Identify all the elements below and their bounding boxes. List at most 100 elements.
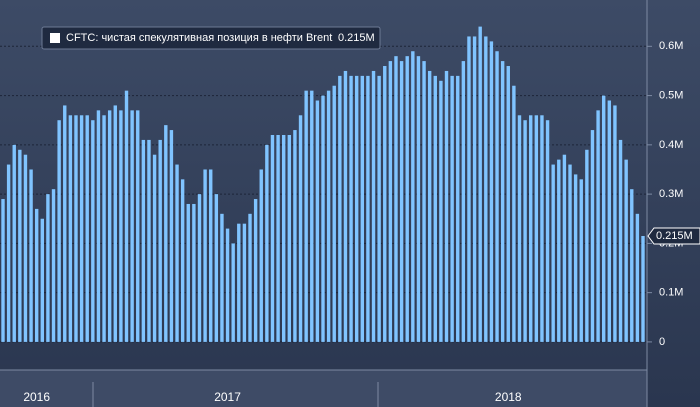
bar — [517, 115, 522, 342]
bar — [293, 130, 297, 342]
bar — [265, 144, 269, 342]
bar — [444, 70, 449, 342]
bar — [500, 61, 505, 342]
bar — [315, 100, 320, 342]
bar — [405, 56, 409, 342]
bar — [186, 203, 190, 342]
bar — [259, 169, 263, 342]
bar — [439, 80, 443, 342]
bar — [237, 223, 241, 342]
bar — [523, 120, 527, 342]
bar — [248, 213, 252, 342]
plot — [0, 26, 647, 343]
bar — [478, 26, 482, 342]
bar — [6, 164, 11, 342]
bar — [607, 100, 612, 342]
bar — [529, 115, 533, 342]
bar — [427, 70, 432, 342]
bar — [585, 149, 589, 342]
legend-swatch — [50, 33, 60, 43]
bar — [287, 134, 292, 342]
bar — [573, 174, 578, 342]
bar — [349, 75, 353, 342]
bar — [310, 90, 314, 342]
bar — [596, 110, 600, 342]
bar — [635, 213, 640, 342]
bar — [57, 120, 61, 342]
bar — [641, 235, 645, 342]
bar — [18, 149, 22, 342]
bar — [304, 90, 308, 342]
bar — [579, 179, 583, 342]
bar — [79, 115, 84, 342]
legend — [41, 26, 381, 50]
bar — [282, 134, 286, 342]
bar — [130, 110, 134, 342]
bar — [456, 75, 460, 342]
bar — [203, 169, 207, 342]
bar — [91, 120, 95, 342]
bar — [461, 61, 466, 342]
bar — [450, 75, 454, 342]
bar — [338, 75, 342, 342]
legend-label: CFTC: чистая спекулятивная позиция в неф… — [66, 32, 332, 44]
bar — [354, 75, 359, 342]
bar — [399, 61, 404, 342]
bar — [74, 115, 78, 342]
bar — [253, 199, 258, 342]
bar — [225, 228, 230, 342]
y-tick-label: 0.6M — [659, 40, 683, 52]
bar — [192, 203, 196, 342]
x-tick-label: 2017 — [214, 390, 241, 404]
bar — [158, 139, 162, 342]
y-tick-label: 0.5M — [659, 89, 683, 101]
bar — [618, 139, 623, 342]
bar — [298, 115, 303, 342]
bar — [512, 85, 516, 342]
y-tick-label: 0 — [659, 336, 665, 348]
bar — [321, 95, 325, 342]
bar — [495, 51, 499, 342]
bar — [366, 75, 370, 342]
bar — [377, 75, 381, 342]
bar — [96, 110, 101, 342]
bar — [180, 179, 185, 342]
bar — [107, 110, 112, 342]
bar — [46, 194, 50, 342]
bar — [590, 130, 595, 342]
bar — [545, 120, 550, 342]
bar — [242, 223, 247, 342]
bar — [1, 199, 5, 342]
bar — [209, 169, 213, 342]
bar — [534, 115, 539, 342]
value-tag — [647, 227, 700, 245]
y-tick-label: 0.3M — [659, 188, 683, 200]
bar — [141, 139, 146, 342]
bar — [231, 243, 235, 342]
bar — [602, 95, 606, 342]
bar — [124, 90, 129, 342]
bar — [394, 56, 398, 342]
bar — [34, 208, 39, 342]
bar — [551, 164, 555, 342]
bar — [12, 144, 16, 342]
bar — [388, 61, 393, 342]
bar — [360, 75, 364, 342]
bar — [29, 169, 33, 342]
bar — [326, 90, 331, 342]
bar — [85, 115, 89, 342]
bar — [147, 139, 151, 342]
bar — [119, 110, 123, 342]
bar — [383, 66, 387, 342]
bar — [276, 134, 280, 342]
bar — [540, 115, 544, 342]
bar — [68, 115, 73, 342]
bar — [506, 66, 510, 342]
bar — [343, 70, 348, 342]
x-axis-area — [0, 370, 647, 407]
bar — [63, 105, 67, 342]
bar — [40, 218, 44, 342]
bar — [568, 164, 572, 342]
bar — [332, 85, 336, 342]
